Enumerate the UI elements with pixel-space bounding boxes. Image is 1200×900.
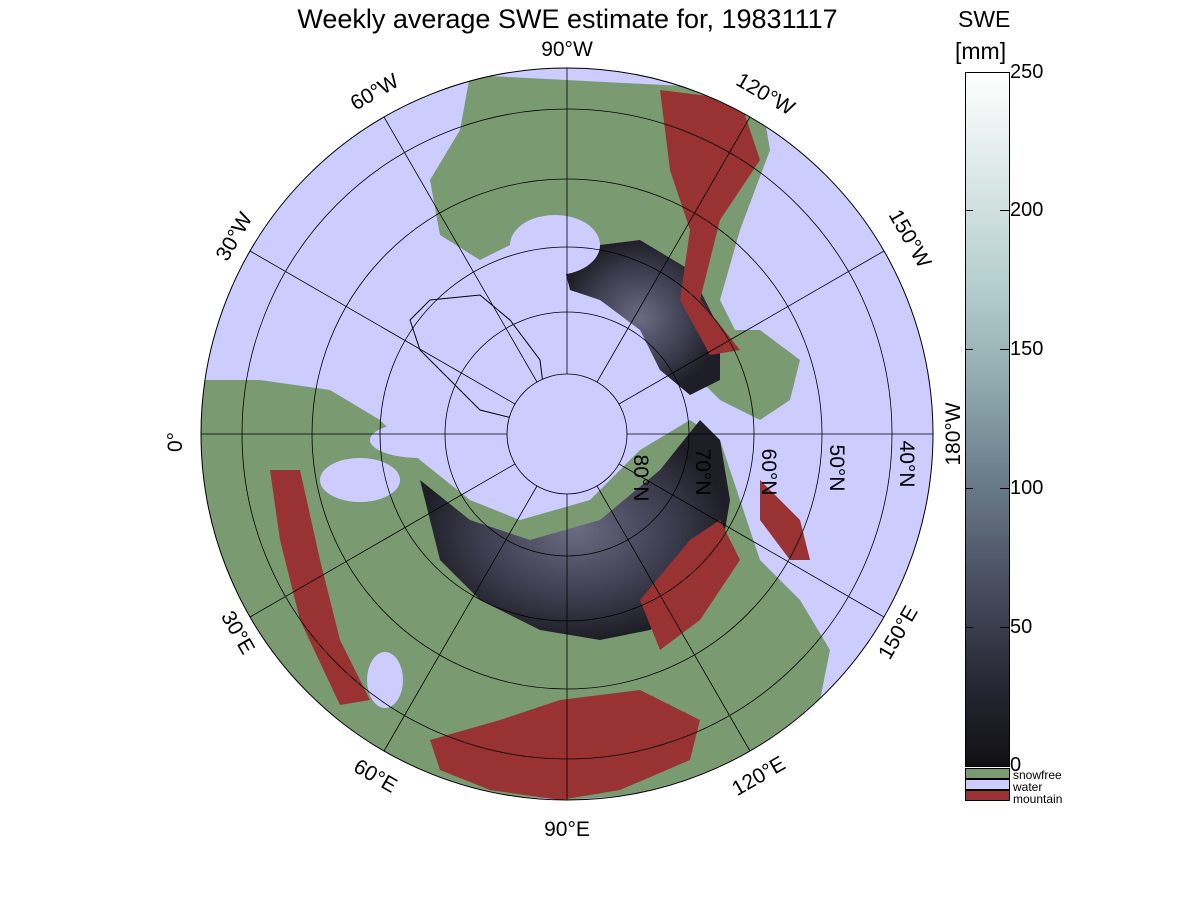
lon-label-90w: 90°W [541,38,593,61]
hudson-bay [510,215,600,275]
colorbar-tickmark [1000,627,1010,628]
lat-label-70n: 70°N [691,449,714,496]
colorbar-unit: [mm] [955,38,1007,64]
colorbar-tickmark [1000,488,1010,489]
lon-label-150w: 150°W [884,206,936,272]
lat-label-80n: 80°N [629,455,652,502]
mountain-siberia [640,520,740,650]
legend-swatch-water [965,779,1010,790]
colorbar-tick-label: 50 [1010,616,1033,638]
legend-swatch-snowfree [965,768,1010,779]
colorbar-tickmark [1000,349,1010,350]
colorbar-tickmark [965,488,973,489]
lon-label-120e: 120°E [728,752,789,801]
mountain-europe [270,470,370,705]
lon-label-180w: 180°W [942,402,965,465]
baltic-sea [320,458,400,502]
lon-label-90e: 90°E [544,818,590,841]
colorbar-tickmark [1000,210,1010,211]
lat-label-60n: 60°N [757,449,780,496]
colorbar-tick-label: 250 [1010,61,1044,83]
legend-label-water: water [1013,780,1043,794]
map-title: Weekly average SWE estimate for, 1983111… [297,4,838,34]
lon-label-60w: 60°W [347,69,403,115]
lon-label-60e: 60°E [350,755,401,798]
snow-cover-north-america [560,240,720,395]
mountain-far-east [760,480,810,560]
legend-label-snowfree: snowfree [1013,768,1062,782]
caspian-sea [367,652,403,708]
colorbar-tickmark [1000,72,1010,73]
colorbar-tickmark [965,627,973,628]
longitude-grid [201,68,933,800]
colorbar-tick-label: 0 [1010,754,1022,776]
lat-label-50n: 50°N [825,445,848,492]
colorbar-unit-name: SWE [958,6,1011,32]
colorbar-tick-label: 150 [1010,338,1044,360]
lat-label-40n: 40°N [895,441,918,488]
lon-label-0: 0° [164,432,187,452]
colorbar-tickmark [965,210,973,211]
mountain-central-asia [430,690,700,800]
colorbar-tick-label: 100 [1010,477,1044,499]
colorbar-tickmark [965,349,973,350]
legend-swatch-mountain [965,790,1010,801]
legend-label-mountain: mountain [1013,792,1063,806]
arctic-ocean [507,374,627,494]
barents-sea [370,422,470,458]
colorbar-tick-label: 200 [1010,199,1044,221]
colorbar-gradient [965,72,1010,767]
